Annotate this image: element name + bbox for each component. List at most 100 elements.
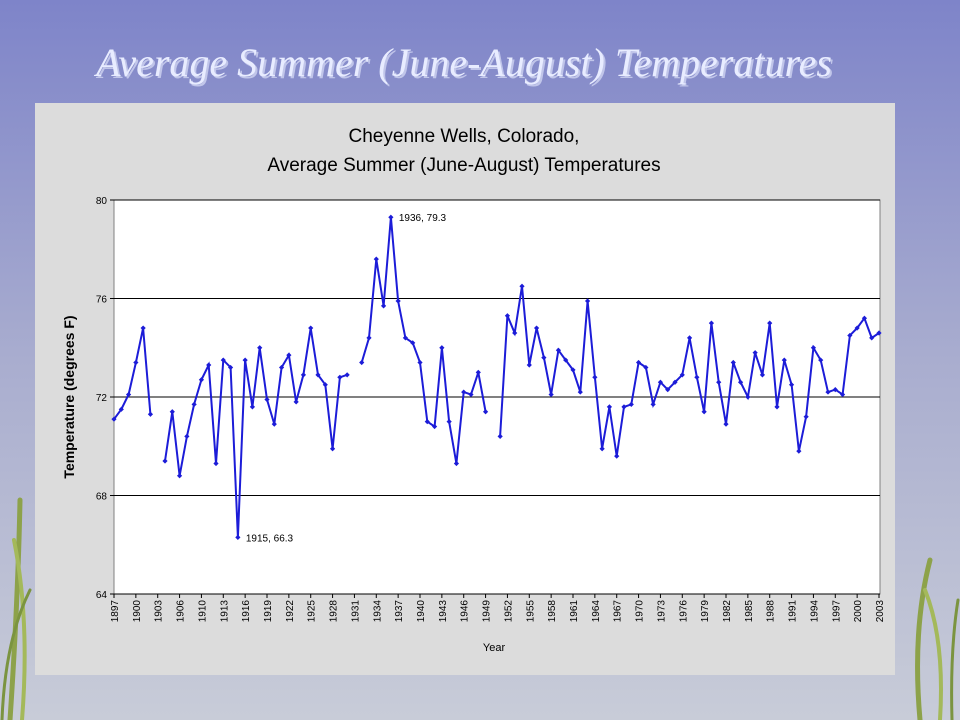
data-point <box>417 359 423 366</box>
x-tick-label: 1967 <box>613 600 624 623</box>
data-point <box>300 372 307 378</box>
data-point <box>555 347 562 353</box>
data-point <box>446 419 452 425</box>
x-tick-label: 1973 <box>656 600 667 623</box>
data-point <box>482 409 489 415</box>
slide-title: Average Summer (June-August) Temperature… <box>93 40 832 85</box>
x-tick-label: 1994 <box>809 600 820 623</box>
data-point <box>453 460 460 467</box>
data-point <box>694 374 700 380</box>
data-point <box>512 330 518 336</box>
x-tick-label: 1988 <box>766 600 777 623</box>
data-point <box>781 357 787 363</box>
data-point <box>869 335 875 341</box>
data-point <box>424 419 430 425</box>
data-point <box>730 359 736 366</box>
x-tick-label: 1937 <box>394 600 405 623</box>
data-point <box>497 433 503 439</box>
data-point <box>264 396 270 403</box>
data-point <box>701 409 707 415</box>
data-point <box>380 303 387 309</box>
y-tick-label: 80 <box>96 196 108 207</box>
data-point <box>322 382 328 388</box>
data-point <box>614 453 620 459</box>
x-tick-label: 1916 <box>241 600 252 623</box>
x-tick-label: 1979 <box>700 600 711 623</box>
data-point <box>439 345 445 351</box>
data-point <box>519 283 525 289</box>
x-tick-label: 1928 <box>329 600 340 623</box>
data-point <box>737 379 744 385</box>
data-point <box>344 372 350 378</box>
data-point <box>716 379 722 385</box>
data-line <box>113 217 880 538</box>
data-annotation: 1915, 66.3 <box>246 533 294 544</box>
slide-title-shadow: Average Summer (June-August) Temperature… <box>95 42 834 87</box>
data-point <box>206 362 212 368</box>
x-tick-label: 1949 <box>482 600 493 623</box>
chart-title: Average Summer (June-August) Temperature… <box>267 155 660 176</box>
data-point <box>679 372 685 378</box>
data-point <box>220 357 226 363</box>
data-point <box>854 325 860 331</box>
data-point <box>308 325 314 331</box>
x-tick-label: 1976 <box>678 600 689 623</box>
data-point <box>628 401 634 407</box>
grass-decoration <box>0 497 960 720</box>
y-tick-label: 72 <box>96 393 108 404</box>
y-tick-label: 68 <box>96 492 108 503</box>
x-tick-label: 1900 <box>132 600 143 623</box>
x-tick-label: 1903 <box>154 600 165 623</box>
data-point <box>278 364 285 371</box>
x-tick-label: 1931 <box>350 600 361 623</box>
chart-title: Cheyenne Wells, Colorado, <box>349 126 580 147</box>
x-tick-label: 1940 <box>416 600 427 623</box>
y-axis-label: Temperature (degrees F) <box>61 315 77 478</box>
data-point <box>563 357 569 363</box>
data-point <box>686 335 693 341</box>
x-tick-label: 2003 <box>875 600 886 623</box>
x-tick-label: 1946 <box>460 600 471 623</box>
data-point <box>257 345 263 351</box>
data-point <box>293 399 299 405</box>
x-axis-label: Year <box>483 642 506 654</box>
data-point <box>213 460 219 467</box>
data-point <box>118 406 124 412</box>
data-point <box>169 409 175 415</box>
x-tick-label: 1997 <box>831 600 842 623</box>
data-point <box>621 404 627 410</box>
x-tick-label: 1922 <box>285 600 296 623</box>
data-point <box>140 325 146 331</box>
x-tick-label: 1910 <box>197 600 208 623</box>
data-point <box>359 359 365 366</box>
x-tick-label: 1985 <box>744 600 755 623</box>
data-point <box>577 389 583 395</box>
x-tick-label: 1970 <box>635 600 646 623</box>
data-point <box>315 372 321 378</box>
x-tick-label: 1958 <box>547 600 558 623</box>
data-point <box>242 357 248 363</box>
data-point <box>329 446 336 452</box>
data-point <box>606 404 613 410</box>
data-point <box>788 382 795 388</box>
data-point <box>650 401 656 407</box>
data-point <box>643 364 649 371</box>
data-point <box>774 404 780 410</box>
data-point <box>373 256 379 262</box>
data-point <box>767 320 773 326</box>
data-point <box>533 325 540 331</box>
data-point <box>861 315 868 321</box>
data-point <box>468 391 474 398</box>
x-tick-label: 1961 <box>569 600 580 623</box>
data-point <box>111 416 117 422</box>
data-point <box>388 214 394 220</box>
x-tick-label: 1925 <box>307 600 318 623</box>
data-annotation: 1936, 79.3 <box>399 213 447 224</box>
x-tick-label: 1913 <box>219 600 230 623</box>
data-point <box>395 298 401 304</box>
data-point <box>133 359 139 366</box>
data-point <box>803 414 809 420</box>
data-point <box>147 411 154 417</box>
data-point <box>184 433 190 439</box>
